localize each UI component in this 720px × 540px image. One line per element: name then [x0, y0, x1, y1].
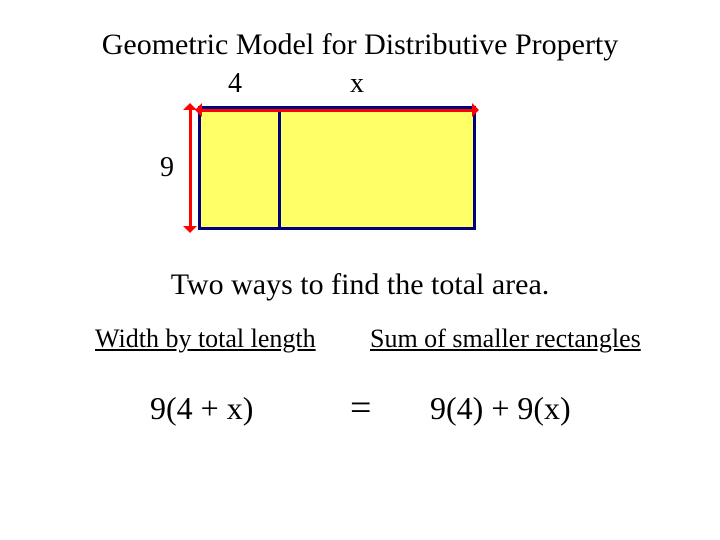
equals-sign: =	[350, 386, 371, 430]
dimension-label-x: x	[350, 68, 364, 100]
width-arrow-head-right	[472, 103, 479, 117]
page: Geometric Model for Distributive Propert…	[0, 0, 720, 540]
rectangle-divider	[278, 106, 281, 230]
width-arrow-line	[202, 109, 472, 112]
subtitle: Two ways to find the total area.	[0, 268, 720, 302]
height-arrow-head-top	[183, 103, 197, 110]
dimension-label-4: 4	[228, 68, 242, 100]
outer-rectangle	[198, 106, 476, 230]
header-width-by-length: Width by total length	[95, 324, 316, 354]
height-arrow-line	[189, 110, 192, 226]
header-sum-of-rects: Sum of smaller rectangles	[370, 324, 641, 354]
geometry-diagram: 4 x 9	[0, 68, 720, 248]
expression-left: 9(4 + x)	[150, 390, 253, 427]
expression-right: 9(4) + 9(x)	[430, 390, 571, 427]
height-arrow-head-bottom	[183, 226, 197, 233]
page-title: Geometric Model for Distributive Propert…	[0, 28, 720, 62]
dimension-label-9: 9	[160, 152, 174, 184]
